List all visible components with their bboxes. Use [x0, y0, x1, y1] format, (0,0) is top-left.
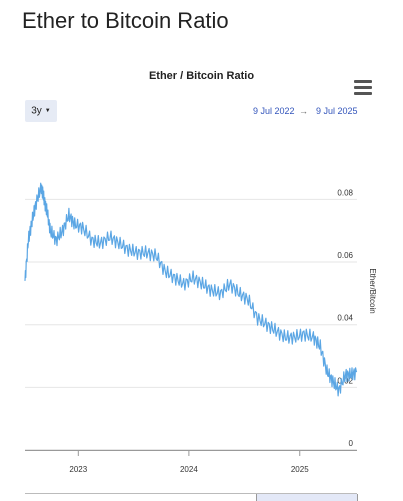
range-selector-button[interactable]: 3y ▼ [25, 100, 57, 122]
y-tick-label: 0.06 [337, 251, 353, 260]
menu-bar-bottom [354, 92, 372, 95]
page-title: Ether to Bitcoin Ratio [22, 8, 229, 33]
chart-title: Ether / Bitcoin Ratio [148, 70, 255, 82]
x-tick-label: 2025 [291, 465, 309, 474]
y-axis-title: Ether/Bitcoin [368, 268, 377, 313]
date-from[interactable]: 9 Jul 2022 [253, 106, 295, 116]
date-arrow: → [299, 106, 308, 116]
range-selector-label: 3y [31, 105, 42, 117]
x-tick-label: 2024 [180, 465, 198, 474]
menu-bar-middle [354, 86, 372, 89]
y-tick-label: 0.04 [337, 314, 353, 323]
y-tick-label: 0.02 [337, 376, 353, 385]
hamburger-menu-icon[interactable] [354, 80, 372, 96]
caret-down-icon: ▼ [44, 108, 51, 114]
y-tick-label: 0 [349, 439, 354, 448]
date-to[interactable]: 9 Jul 2025 [316, 106, 358, 116]
x-tick-label: 2023 [69, 465, 87, 474]
menu-bar-top [354, 80, 372, 83]
y-tick-label: 0.08 [337, 188, 353, 197]
series-line [24, 182, 358, 397]
range-navigator[interactable] [25, 493, 358, 501]
navigator-handle[interactable] [256, 494, 358, 501]
